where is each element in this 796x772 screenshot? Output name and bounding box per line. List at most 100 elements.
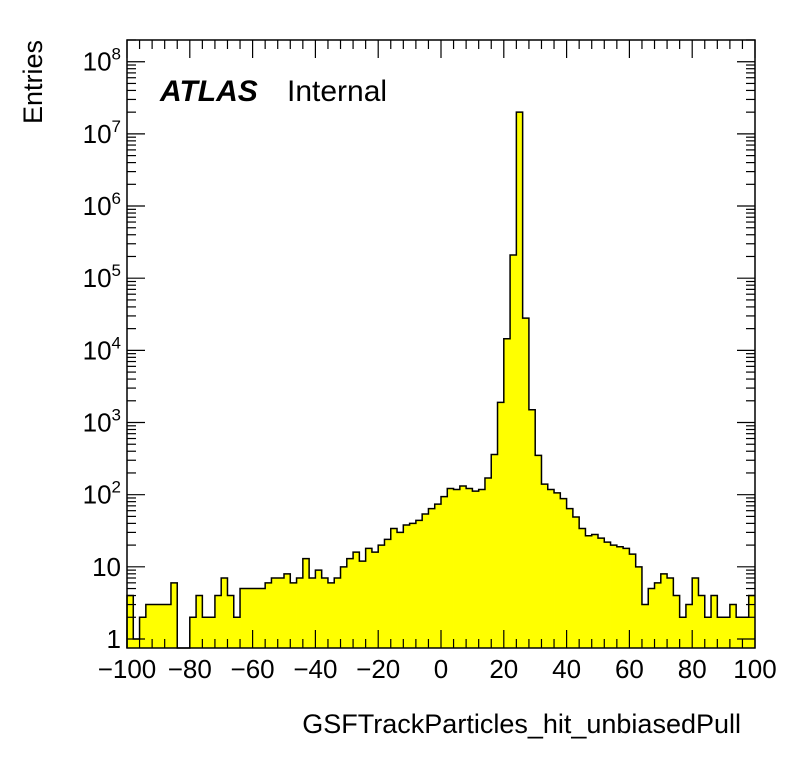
- histogram-bar: [240, 588, 247, 648]
- histogram-bar: [227, 595, 235, 648]
- histogram-bar: [673, 595, 681, 648]
- histogram-bar: [403, 524, 410, 648]
- x-axis-title: GSFTrackParticles_hit_unbiasedPull: [302, 709, 741, 739]
- histogram-bar: [591, 534, 599, 648]
- histogram-bar: [510, 254, 517, 648]
- histogram-bar: [371, 552, 379, 648]
- histogram-bar: [629, 554, 637, 648]
- histogram-bar: [233, 617, 241, 648]
- histogram-bar: [616, 546, 624, 648]
- y-tick-label: 106: [83, 189, 121, 221]
- y-tick-label: 105: [83, 261, 121, 293]
- x-tick-label: 0: [434, 654, 448, 684]
- histogram-bar: [365, 548, 373, 648]
- histogram-bar: [484, 478, 492, 648]
- histogram-bar: [290, 582, 297, 648]
- y-axis-ticks: [127, 39, 755, 640]
- histogram-bar: [296, 578, 304, 648]
- histogram-bar: [748, 595, 756, 648]
- histogram-bar: [252, 588, 260, 648]
- histogram-bar: [378, 545, 385, 648]
- histogram-bar: [535, 455, 542, 648]
- histogram-bar: [554, 492, 561, 648]
- histogram-bar: [127, 595, 134, 648]
- histogram-bar: [170, 582, 178, 648]
- x-tick-label: 40: [552, 654, 581, 684]
- histogram-bar: [692, 578, 699, 648]
- histogram-bar: [327, 582, 335, 648]
- histogram-bar: [409, 523, 417, 648]
- histogram-bar: [522, 318, 530, 648]
- histogram-bar: [284, 573, 291, 648]
- histogram-bar: [384, 539, 392, 648]
- y-tick-label: 102: [83, 478, 121, 510]
- y-tick-label: 108: [83, 45, 121, 77]
- histogram-bar: [742, 617, 750, 648]
- histogram-bar: [415, 520, 423, 648]
- histogram-bar: [541, 484, 549, 648]
- atlas-status-label: Internal: [287, 75, 387, 108]
- histogram-bar: [422, 513, 429, 648]
- histogram-bar: [736, 617, 743, 648]
- histogram-bar: [208, 617, 216, 648]
- histogram-bar: [302, 558, 310, 648]
- histogram-bar: [472, 491, 480, 648]
- histogram-bar: [315, 570, 323, 648]
- x-tick-label: −40: [293, 654, 337, 684]
- histogram-bar: [133, 638, 140, 648]
- histogram-bar: [390, 528, 398, 648]
- histogram-bar: [265, 582, 272, 648]
- histogram-bars: [127, 112, 756, 648]
- y-tick-label: 107: [83, 117, 121, 149]
- histogram-bar: [648, 588, 655, 648]
- y-axis-tick-labels: 1 10 102 103 104 105 106 107 108: [83, 45, 121, 654]
- histogram-bar: [397, 532, 404, 648]
- histogram-bar: [660, 573, 668, 648]
- histogram-bar: [434, 504, 442, 648]
- histogram-bar: [277, 578, 285, 648]
- histogram-bar: [667, 578, 674, 648]
- histogram-bar: [453, 489, 461, 648]
- histogram-bar: [466, 488, 473, 648]
- histogram-bar: [258, 588, 266, 648]
- x-tick-label: −80: [168, 654, 212, 684]
- histogram-bar: [729, 604, 737, 648]
- x-tick-label: −20: [356, 654, 400, 684]
- histogram-bar: [566, 508, 574, 648]
- histogram-bar: [189, 617, 197, 648]
- histogram-bar: [441, 496, 448, 648]
- histogram-bar: [139, 617, 147, 648]
- histogram-bar: [579, 528, 586, 648]
- histogram-bar: [202, 617, 210, 648]
- histogram-bar: [491, 454, 498, 648]
- y-tick-label: 104: [83, 333, 121, 365]
- histogram-bar: [717, 617, 724, 648]
- x-tick-label: 100: [733, 654, 776, 684]
- histogram-bar: [152, 604, 159, 648]
- histogram-bar: [685, 604, 693, 648]
- histogram-bar: [641, 604, 649, 648]
- histogram-bar: [503, 338, 511, 648]
- histogram-bar: [654, 582, 662, 648]
- y-tick-label: 103: [83, 406, 121, 438]
- histogram-bar: [447, 488, 454, 648]
- histogram-bar: [164, 604, 172, 648]
- histogram-bar: [679, 617, 687, 648]
- histogram-bar: [547, 489, 555, 648]
- x-tick-label: 60: [615, 654, 644, 684]
- x-tick-label: 80: [678, 654, 707, 684]
- histogram-bar: [221, 578, 228, 648]
- y-tick-label: 1: [107, 624, 121, 654]
- histogram-bar: [145, 604, 153, 648]
- y-tick-label: 10: [92, 552, 121, 582]
- histogram-bar: [196, 595, 203, 648]
- histogram-bar: [560, 498, 567, 648]
- histogram-bar: [309, 578, 316, 648]
- histogram-bar: [334, 578, 341, 648]
- x-tick-label: −60: [231, 654, 275, 684]
- histogram-bar: [610, 545, 618, 648]
- x-tick-label: −100: [98, 654, 157, 684]
- histogram-bar: [704, 617, 712, 648]
- histogram-bar: [516, 112, 524, 648]
- histogram-bar: [459, 485, 467, 648]
